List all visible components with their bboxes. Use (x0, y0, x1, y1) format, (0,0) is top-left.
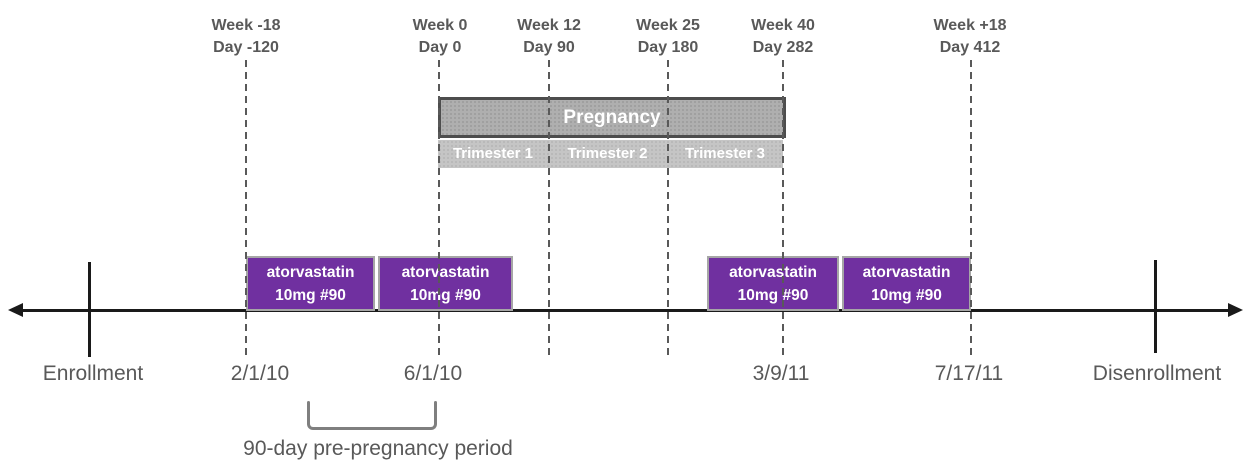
trimester-1-segment: Trimester 1 (452, 145, 534, 162)
medication-dose: 10mg #90 (871, 286, 942, 304)
date-label-6-1-10: 6/1/10 (403, 362, 463, 385)
milestone-day: Day 0 (418, 39, 462, 56)
milestone-week: Week 40 (751, 17, 815, 34)
pre-pregnancy-bracket (307, 401, 437, 430)
pregnancy-bar-label: Pregnancy (563, 106, 661, 128)
guide-line-week-25 (667, 60, 669, 358)
milestone-label-week-0: Week 0 Day 0 (370, 15, 510, 59)
milestone-day: Day 180 (637, 39, 699, 56)
milestone-day: Day 412 (939, 39, 1001, 56)
left-arrowhead-icon (8, 303, 23, 317)
medication-name: atorvastatin (266, 263, 355, 281)
medication-name: atorvastatin (401, 263, 490, 281)
milestone-week: Week 0 (412, 17, 468, 34)
milestone-day: Day 90 (523, 39, 575, 56)
timeline-axis (20, 309, 1230, 312)
milestone-label-week-minus18: Week -18 Day -120 (176, 15, 316, 59)
pregnancy-bar: Pregnancy (438, 97, 786, 138)
milestone-week: Week +18 (933, 17, 1007, 34)
milestone-label-week-plus18: Week +18 Day 412 (900, 15, 1040, 59)
milestone-week: Week 12 (517, 17, 581, 34)
medication-box-3: atorvastatin 10mg #90 (707, 256, 839, 311)
milestone-label-week-40: Week 40 Day 282 (713, 15, 853, 59)
medication-box-2: atorvastatin 10mg #90 (378, 256, 513, 311)
milestone-label-week-25: Week 25 Day 180 (598, 15, 738, 59)
trimester-3-segment: Trimester 3 (684, 145, 766, 162)
milestone-day: Day 282 (752, 39, 814, 56)
milestone-week: Week -18 (211, 17, 281, 34)
disenrollment-tick (1154, 260, 1157, 353)
enrollment-tick (88, 262, 91, 357)
medication-dose: 10mg #90 (410, 286, 481, 304)
enrollment-label: Enrollment (42, 362, 144, 385)
medication-name: atorvastatin (729, 263, 817, 281)
date-label-2-1-10: 2/1/10 (230, 362, 290, 385)
milestone-label-week-12: Week 12 Day 90 (479, 15, 619, 59)
guide-line-week-plus18 (970, 60, 972, 358)
trimester-strip: Trimester 1 Trimester 2 Trimester 3 (438, 140, 783, 168)
guide-line-week-0 (438, 60, 440, 358)
pre-pregnancy-caption: 90-day pre-pregnancy period (243, 437, 513, 460)
guide-line-week-40 (782, 60, 784, 358)
disenrollment-label: Disenrollment (1092, 362, 1222, 385)
medication-dose: 10mg #90 (737, 286, 809, 304)
medication-name: atorvastatin (862, 263, 951, 281)
milestone-week: Week 25 (636, 17, 700, 34)
medication-box-4: atorvastatin 10mg #90 (842, 256, 971, 311)
guide-line-week-12 (548, 60, 550, 358)
medication-dose: 10mg #90 (275, 286, 346, 304)
milestone-day: Day -120 (213, 39, 279, 56)
date-label-3-9-11: 3/9/11 (752, 362, 810, 385)
trimester-2-segment: Trimester 2 (567, 145, 648, 162)
date-label-7-17-11: 7/17/11 (934, 362, 1004, 385)
medication-box-1: atorvastatin 10mg #90 (246, 256, 375, 311)
guide-line-week-minus18 (245, 60, 247, 358)
right-arrowhead-icon (1228, 303, 1243, 317)
